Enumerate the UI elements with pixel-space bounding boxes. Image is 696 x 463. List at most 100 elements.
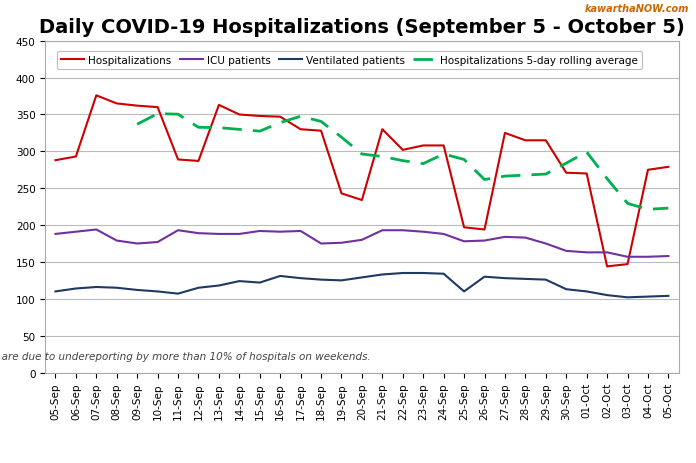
Hospitalizations — [439, 144, 448, 149]
Hospitalizations 5-day rolling average — [624, 201, 632, 207]
Ventilated patients — [399, 270, 407, 276]
Hospitalizations — [92, 94, 100, 99]
Ventilated patients — [439, 271, 448, 277]
ICU patients — [358, 238, 366, 243]
ICU patients — [194, 231, 203, 237]
Hospitalizations — [215, 103, 223, 108]
Ventilated patients — [603, 293, 611, 298]
Hospitalizations 5-day rolling average — [255, 129, 264, 135]
Text: Note:  The repeating drops in hospitalizations are due to undereporting by more : Note: The repeating drops in hospitaliza… — [0, 351, 370, 362]
Hospitalizations — [624, 262, 632, 267]
ICU patients — [419, 230, 427, 235]
Hospitalizations — [583, 171, 591, 177]
Ventilated patients — [644, 294, 652, 300]
Ventilated patients — [664, 294, 672, 299]
Ventilated patients — [133, 288, 141, 293]
Hospitalizations — [644, 168, 652, 173]
ICU patients — [399, 228, 407, 233]
ICU patients — [583, 250, 591, 256]
Hospitalizations 5-day rolling average — [276, 120, 285, 126]
ICU patients — [276, 230, 285, 235]
Hospitalizations — [317, 129, 325, 134]
Ventilated patients — [624, 295, 632, 300]
Hospitalizations 5-day rolling average — [235, 127, 244, 133]
ICU patients — [378, 228, 386, 233]
Hospitalizations — [52, 158, 60, 163]
ICU patients — [92, 227, 100, 233]
Hospitalizations 5-day rolling average — [439, 152, 448, 157]
Hospitalizations 5-day rolling average — [541, 172, 550, 177]
Hospitalizations — [276, 115, 285, 120]
Ventilated patients — [521, 276, 530, 282]
Hospitalizations — [194, 159, 203, 164]
ICU patients — [296, 229, 305, 234]
Ventilated patients — [562, 287, 571, 292]
Hospitalizations — [296, 127, 305, 133]
Hospitalizations — [174, 157, 182, 163]
Hospitalizations — [419, 144, 427, 149]
Hospitalizations — [338, 191, 346, 197]
Hospitalizations 5-day rolling average — [296, 114, 305, 120]
Hospitalizations 5-day rolling average — [603, 176, 611, 182]
ICU patients — [480, 238, 489, 244]
Hospitalizations — [521, 138, 530, 144]
Ventilated patients — [92, 285, 100, 290]
Hospitalizations 5-day rolling average — [664, 206, 672, 212]
Line: ICU patients: ICU patients — [56, 230, 668, 257]
Ventilated patients — [194, 285, 203, 291]
Ventilated patients — [500, 276, 509, 282]
Hospitalizations 5-day rolling average — [460, 157, 468, 163]
Hospitalizations 5-day rolling average — [174, 112, 182, 118]
ICU patients — [235, 232, 244, 237]
Hospitalizations 5-day rolling average — [153, 112, 161, 117]
Hospitalizations 5-day rolling average — [133, 122, 141, 128]
Hospitalizations 5-day rolling average — [562, 161, 571, 167]
Ventilated patients — [113, 285, 121, 291]
Hospitalizations 5-day rolling average — [378, 154, 386, 160]
Hospitalizations 5-day rolling average — [644, 207, 652, 213]
Ventilated patients — [296, 276, 305, 282]
Ventilated patients — [174, 291, 182, 297]
Ventilated patients — [276, 274, 285, 279]
Hospitalizations — [500, 131, 509, 137]
Ventilated patients — [460, 289, 468, 294]
ICU patients — [664, 254, 672, 259]
Hospitalizations — [399, 148, 407, 153]
Hospitalizations 5-day rolling average — [521, 173, 530, 178]
Ventilated patients — [72, 286, 80, 292]
Ventilated patients — [480, 274, 489, 280]
Ventilated patients — [235, 279, 244, 284]
Legend: Hospitalizations, ICU patients, Ventilated patients, Hospitalizations 5-day roll: Hospitalizations, ICU patients, Ventilat… — [57, 52, 642, 70]
Hospitalizations — [460, 225, 468, 231]
ICU patients — [562, 249, 571, 254]
Hospitalizations — [480, 227, 489, 233]
ICU patients — [521, 235, 530, 241]
ICU patients — [603, 250, 611, 256]
Ventilated patients — [52, 289, 60, 294]
Hospitalizations — [255, 114, 264, 119]
ICU patients — [113, 238, 121, 244]
Ventilated patients — [338, 278, 346, 283]
Ventilated patients — [317, 277, 325, 283]
Ventilated patients — [255, 280, 264, 286]
Hospitalizations — [358, 198, 366, 203]
ICU patients — [52, 232, 60, 237]
Hospitalizations 5-day rolling average — [194, 125, 203, 131]
Hospitalizations 5-day rolling average — [358, 152, 366, 157]
ICU patients — [174, 228, 182, 233]
Text: kawarthaNOW.com: kawarthaNOW.com — [585, 4, 689, 14]
Title: Daily COVID-19 Hospitalizations (September 5 - October 5): Daily COVID-19 Hospitalizations (Septemb… — [39, 19, 685, 38]
Hospitalizations — [153, 105, 161, 111]
Hospitalizations 5-day rolling average — [419, 162, 427, 167]
Hospitalizations — [378, 127, 386, 133]
Hospitalizations 5-day rolling average — [215, 125, 223, 131]
Ventilated patients — [215, 283, 223, 289]
Ventilated patients — [153, 289, 161, 294]
ICU patients — [500, 235, 509, 240]
ICU patients — [317, 241, 325, 247]
ICU patients — [215, 232, 223, 237]
Line: Hospitalizations: Hospitalizations — [56, 96, 668, 267]
Line: Ventilated patients: Ventilated patients — [56, 273, 668, 298]
Hospitalizations 5-day rolling average — [317, 119, 325, 125]
Ventilated patients — [358, 275, 366, 281]
